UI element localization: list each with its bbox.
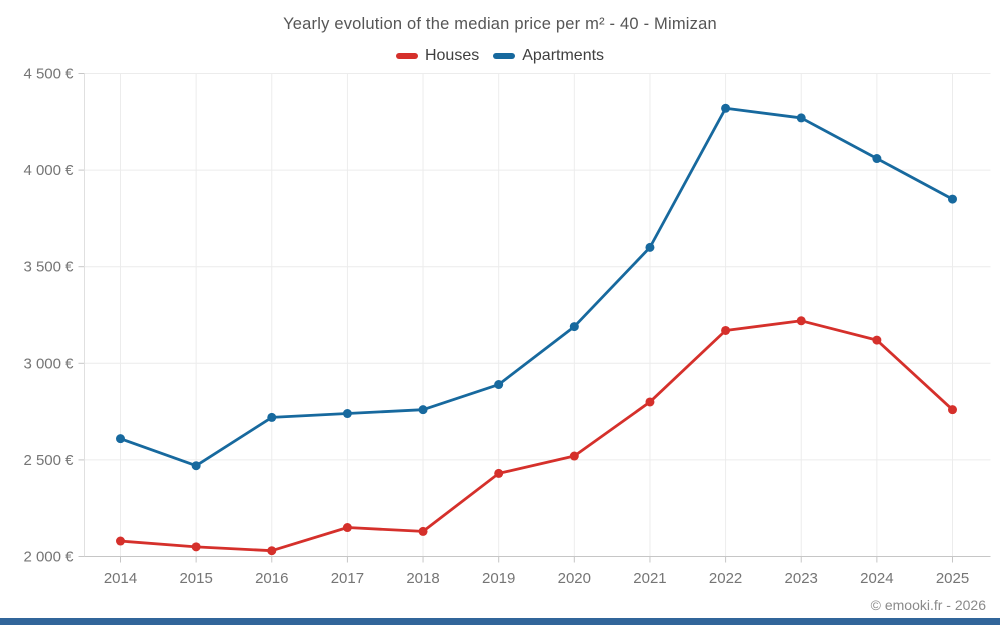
houses-series-swatch-icon (395, 53, 418, 59)
chart-legend: Houses Apartments (0, 47, 1000, 65)
svg-text:2018: 2018 (406, 570, 439, 587)
svg-text:2019: 2019 (482, 570, 515, 587)
legend-label-houses: Houses (424, 47, 480, 64)
svg-text:4 000 €: 4 000 € (23, 162, 74, 179)
svg-text:2016: 2016 (255, 570, 288, 587)
svg-text:3 500 €: 3 500 € (23, 259, 74, 276)
svg-text:3 000 €: 3 000 € (23, 355, 74, 372)
svg-text:2024: 2024 (860, 570, 893, 587)
svg-text:2017: 2017 (331, 570, 364, 587)
legend-label-apartments: Apartments (522, 47, 605, 64)
chart-title: Yearly evolution of the median price per… (283, 15, 717, 33)
svg-text:2022: 2022 (709, 570, 742, 587)
svg-text:2 000 €: 2 000 € (23, 549, 74, 566)
emooki-credit-link[interactable]: © emooki.fr - 2026 (870, 597, 986, 613)
footer-bar (0, 618, 1000, 625)
svg-text:2025: 2025 (936, 570, 969, 587)
apartments-series-swatch-icon (493, 53, 516, 59)
svg-text:2023: 2023 (785, 570, 818, 587)
svg-text:4 500 €: 4 500 € (23, 66, 74, 83)
svg-text:2021: 2021 (633, 570, 666, 587)
svg-text:2 500 €: 2 500 € (23, 452, 74, 469)
svg-text:2014: 2014 (104, 570, 137, 587)
svg-text:2020: 2020 (558, 570, 591, 587)
legend-item-apartments[interactable]: Apartments (493, 47, 604, 65)
svg-text:2015: 2015 (179, 570, 212, 587)
legend-item-houses[interactable]: Houses (395, 47, 480, 65)
